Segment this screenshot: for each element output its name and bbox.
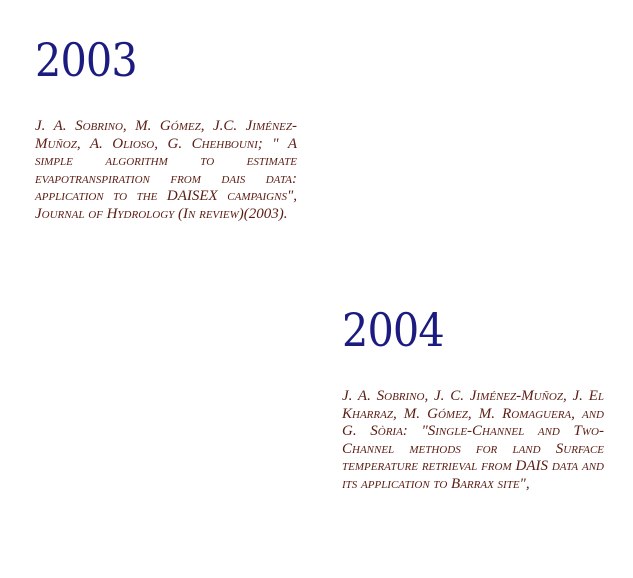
- year-heading: 2003: [35, 33, 138, 87]
- reference: J. A. Sobrino, M. Gómez, J.C. Jiménez-Mu…: [35, 118, 297, 222]
- entry: 2004 J. A. Sobrino, J. C. Jiménez-Muñoz,…: [342, 300, 604, 494]
- entry: 2003 J. A. Sobrino, M. Gómez, J.C. Jimén…: [35, 30, 297, 224]
- reference: J. A. Sobrino, J. C. Jiménez-Muñoz, J. E…: [342, 388, 604, 492]
- year-heading: 2004: [342, 303, 445, 357]
